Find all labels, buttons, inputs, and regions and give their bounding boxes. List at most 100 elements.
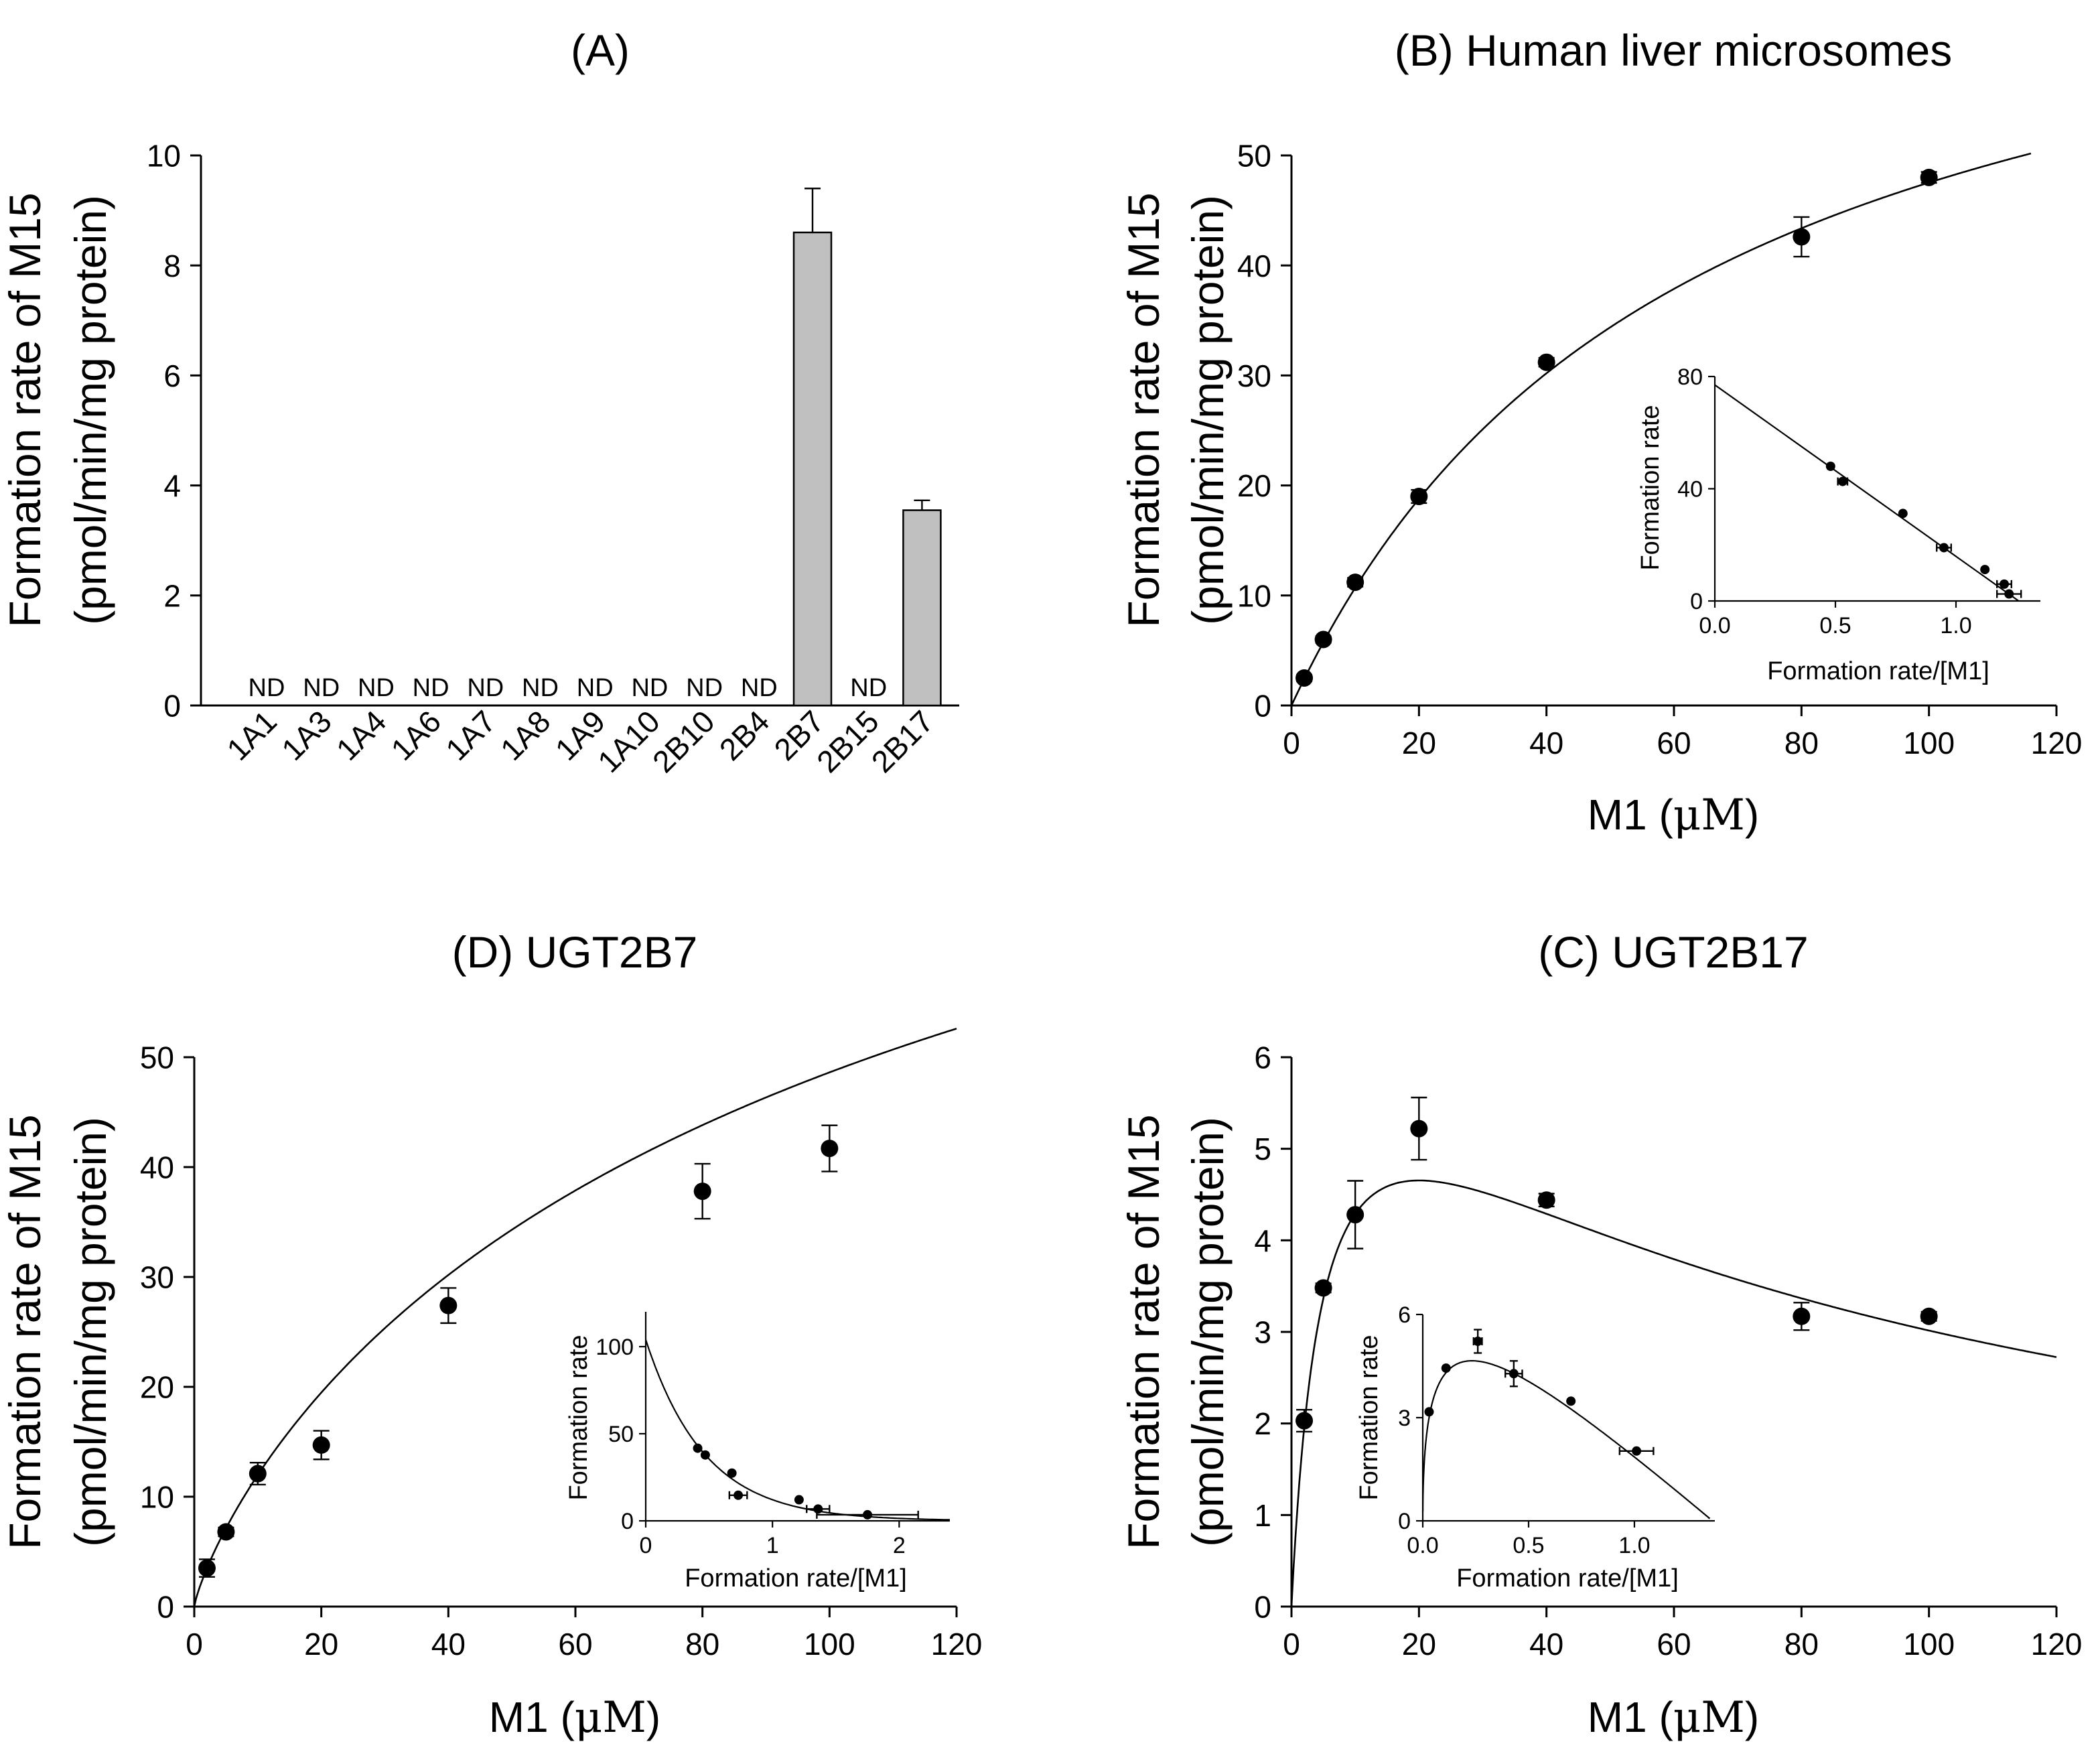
- panel-b-data-point: [1296, 669, 1314, 687]
- panel-a-category-label: 2B17: [865, 703, 940, 779]
- panel-c-inset-data-point: [1441, 1363, 1451, 1373]
- panel-c-y-tick-label: 3: [1254, 1315, 1271, 1350]
- panel-a: (A) Formation rate of M15 (pmol/min/mg p…: [0, 25, 959, 779]
- panel-d-x-tick-label: 120: [931, 1627, 983, 1662]
- panel-c-title: (C) UGT2B17: [1538, 927, 1808, 977]
- panel-b-inset-data-point: [1898, 509, 1908, 519]
- panel-d-inset-data-point: [727, 1468, 737, 1478]
- panel-a-y-tick-label: 4: [163, 468, 181, 503]
- panel-d-fit-curve: [193, 1028, 957, 1607]
- panel-b-inset-x-tick-label: 0.0: [1699, 613, 1730, 638]
- panel-d-ylabel-line1: Formation rate of M15: [0, 1114, 50, 1549]
- panel-b-y-tick-label: 30: [1237, 358, 1271, 393]
- panel-b-x-tick-label: 0: [1283, 726, 1300, 760]
- panel-a-category-label: 1A3: [275, 703, 338, 767]
- panel-a-category-label: 1A6: [384, 703, 448, 767]
- panel-a-nd-label: ND: [741, 674, 778, 702]
- panel-b-inset-ylabel: Formation rate: [1636, 405, 1665, 570]
- panel-b-x-tick-label: 80: [1784, 726, 1819, 760]
- panel-d-inset: Formation rate Formation rate/[M1] 05010…: [565, 1312, 950, 1593]
- panel-c-inset-ylabel: Formation rate: [1355, 1335, 1383, 1500]
- panel-d-data-point: [249, 1465, 267, 1483]
- panel-c-inset-x-tick-label: 0.0: [1407, 1533, 1438, 1558]
- panel-d-inset-x-tick-label: 2: [893, 1533, 906, 1558]
- panel-b-y-tick-label: 40: [1237, 249, 1271, 283]
- panel-a-y-tick-label: 6: [163, 358, 181, 393]
- panel-d-y-tick-label: 50: [140, 1040, 174, 1075]
- panel-c-x-tick-label: 0: [1283, 1627, 1300, 1662]
- panel-d-data-point: [439, 1296, 458, 1314]
- panel-c-data-point: [1314, 1279, 1332, 1297]
- panel-a-category-label: 1A1: [220, 703, 283, 767]
- panel-a-y-tick-label: 8: [163, 249, 181, 283]
- panel-b-fit-curve: [1290, 152, 2032, 706]
- panel-b-y-tick-label: 10: [1237, 578, 1271, 613]
- panel-d-y-tick-label: 30: [140, 1260, 174, 1295]
- panel-c-x-tick-label: 20: [1402, 1627, 1436, 1662]
- panel-a-nd-label: ND: [577, 674, 614, 702]
- panel-b-y-tick-label: 0: [1254, 689, 1271, 724]
- panel-a-category-label: 1A8: [494, 703, 557, 767]
- panel-c-inset-data-point: [1509, 1369, 1519, 1379]
- panel-a-category-label: 2B15: [810, 703, 886, 779]
- panel-b-inset-fit-curve: [1714, 384, 2020, 602]
- panel-a-nd-label: ND: [631, 674, 668, 702]
- panel-d-inset-y-tick-label: 100: [596, 1335, 634, 1360]
- panel-d-inset-data-point: [794, 1495, 804, 1505]
- panel-b-y-tick-label: 20: [1237, 468, 1271, 503]
- panel-a-category-label: 2B4: [713, 703, 776, 767]
- panel-b-x-tick-label: 60: [1657, 726, 1691, 760]
- panel-b-inset-x-tick-label: 1.0: [1940, 613, 1971, 638]
- panel-b-data-point: [1537, 353, 1555, 371]
- panel-b-data-point: [1314, 630, 1332, 649]
- panel-d-inset-data-point: [700, 1450, 710, 1460]
- panel-d-inset-ylabel: Formation rate: [565, 1335, 593, 1500]
- panel-d-inset-data-point: [813, 1504, 823, 1514]
- panel-d-inset-xlabel: Formation rate/[M1]: [685, 1564, 907, 1593]
- panel-c-inset-fit-curve: [1421, 1360, 1711, 1519]
- panel-b-ylabel-line1: Formation rate of M15: [1119, 192, 1168, 627]
- panel-a-category-label: 1A4: [330, 703, 393, 767]
- panel-c-data-point: [1793, 1307, 1811, 1325]
- panel-c-ylabel-line2: (pmol/min/mg protein): [1183, 1117, 1233, 1547]
- panel-a-nd-label: ND: [358, 674, 395, 702]
- panel-c-inset-y-tick-label: 3: [1398, 1406, 1411, 1431]
- panel-d-y-tick-label: 0: [157, 1590, 174, 1625]
- panel-a-nd-label: ND: [850, 674, 887, 702]
- panel-b-data-point: [1346, 573, 1364, 592]
- panel-d-data-point: [312, 1436, 330, 1454]
- panel-b-data-point: [1410, 488, 1428, 506]
- panel-b-inset-y-tick-label: 80: [1677, 364, 1703, 390]
- panel-b-ylabel-line2: (pmol/min/mg protein): [1183, 195, 1233, 625]
- panel-b-inset-y-tick-label: 40: [1677, 477, 1703, 502]
- panel-d-xlabel: M1 (μM): [489, 1693, 660, 1743]
- panel-c-data-point: [1410, 1120, 1428, 1138]
- panel-d-x-tick-label: 60: [558, 1627, 592, 1662]
- panel-c-inset-data-point: [1632, 1446, 1642, 1456]
- panel-b-inset-data-point: [2004, 589, 2014, 599]
- panel-c-inset-xlabel: Formation rate/[M1]: [1456, 1564, 1679, 1593]
- panel-c-x-tick-label: 100: [1903, 1627, 1955, 1662]
- panel-a-nd-label: ND: [686, 674, 723, 702]
- panel-c-y-tick-label: 0: [1254, 1590, 1271, 1625]
- panel-c-inset-data-point: [1566, 1396, 1576, 1406]
- panel-d-inset-data-point: [693, 1443, 703, 1453]
- panel-a-category-label: 1A10: [591, 703, 667, 779]
- panel-c: (C) UGT2B17 Formation rate of M15 (pmol/…: [1119, 927, 2082, 1743]
- panel-b-x-tick-label: 100: [1903, 726, 1955, 760]
- panel-b-xlabel: M1 (μM): [1588, 791, 1759, 840]
- panel-a-title: (A): [571, 25, 630, 75]
- panel-d-y-tick-label: 20: [140, 1370, 174, 1405]
- panel-a-y-tick-label: 2: [163, 578, 181, 613]
- panel-a-nd-label: ND: [467, 674, 504, 702]
- panel-c-y-tick-label: 5: [1254, 1132, 1271, 1166]
- panel-c-inset-x-tick-label: 0.5: [1513, 1533, 1544, 1558]
- panel-c-inset: Formation rate Formation rate/[M1] 0 3 6 0.…: [1355, 1302, 1715, 1593]
- panel-a-ylabel-line1: Formation rate of M15: [0, 192, 50, 627]
- panel-d-y-tick-label: 10: [140, 1480, 174, 1515]
- panel-a-y-tick-label: 0: [163, 689, 181, 724]
- panel-d-inset-y-tick-label: 0: [621, 1509, 634, 1534]
- panel-a-ylabel-line2: (pmol/min/mg protein): [66, 195, 115, 625]
- panel-a-category-label: 1A7: [439, 703, 502, 767]
- panel-c-inset-data-point: [1424, 1407, 1434, 1417]
